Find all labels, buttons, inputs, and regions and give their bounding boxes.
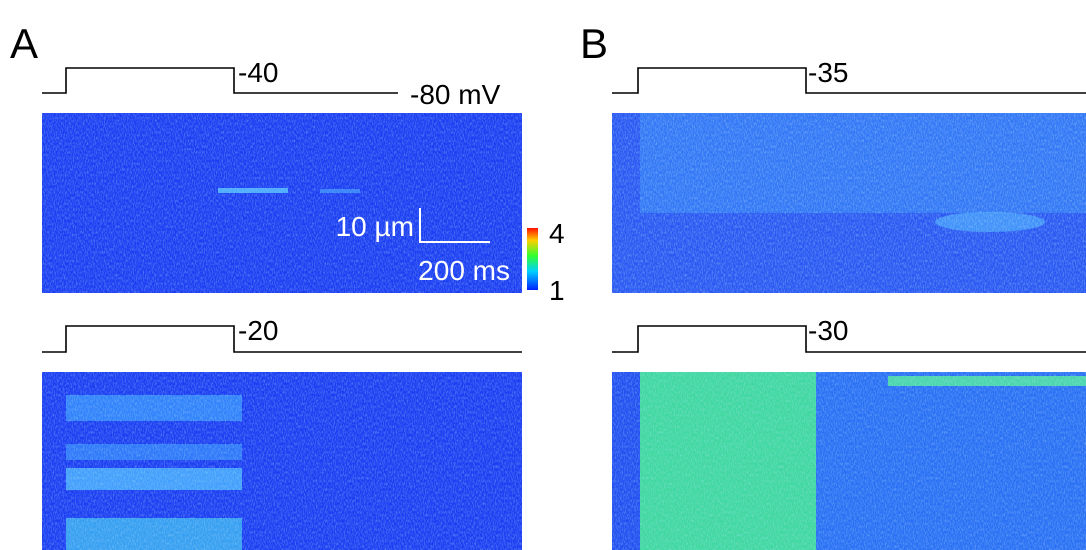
linescan-image	[612, 372, 1086, 550]
panel-label: B	[580, 20, 608, 67]
voltage-step	[612, 67, 1086, 94]
voltage-step	[42, 67, 398, 94]
colorbar	[527, 228, 538, 290]
holding-voltage: -80 mV	[410, 79, 501, 110]
scale-bar-label: 10 µm	[336, 211, 414, 242]
step-voltage: -35	[808, 57, 848, 88]
linescan-image	[42, 113, 522, 293]
step-voltage: -20	[238, 315, 278, 346]
voltage-step	[612, 325, 1086, 353]
colorbar-min: 1	[549, 275, 565, 306]
voltage-step	[42, 325, 522, 353]
step-voltage: -30	[808, 315, 848, 346]
linescan-image	[612, 113, 1086, 293]
scale-bar-label: 200 ms	[418, 255, 510, 286]
linescan-image	[42, 372, 522, 550]
panel-label: A	[10, 20, 38, 67]
step-voltage: -40	[238, 57, 278, 88]
colorbar-max: 4	[549, 218, 565, 249]
